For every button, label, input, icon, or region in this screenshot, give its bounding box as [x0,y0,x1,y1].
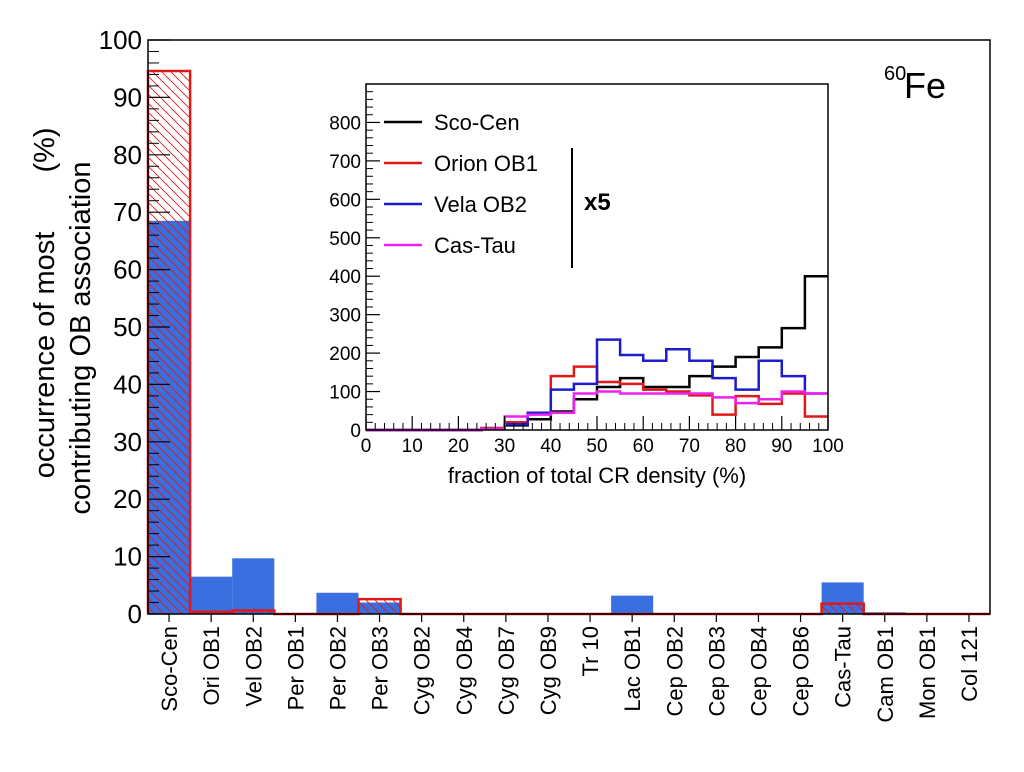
y-tick-label: 80 [113,140,142,170]
inset-x-tick-label: 40 [540,436,561,457]
main-y-axis: 0 10 20 30 40 50 60 70 80 90 100 [99,25,170,629]
inset-plot: 0 100 200 300 400 500 600 700 800 0 10 20 30 40 50 60 7… [329,83,844,488]
inset-y-tick-label: 200 [329,344,361,365]
x-category-label: Cep OB3 [704,626,729,717]
inset-x-tick-label: 30 [494,436,515,457]
y-tick-label: 90 [113,82,142,112]
inset-y-tick-label: 700 [329,152,361,173]
inset-x-axis-label: fraction of total CR density (%) [448,463,746,488]
y-tick-label: 40 [113,369,142,399]
main-y-axis-label: occurrence of most contributing OB assoc… [29,127,97,514]
isotope-element: Fe [904,65,946,106]
red-hatched-bar [148,70,191,615]
x-category-label: Sco-Cen [157,626,182,712]
inset-x-tick-label: 90 [771,436,792,457]
y-label-line1: occurrence of most [29,232,61,479]
x-category-label: Cas-Tau [831,626,856,708]
blue-bar [232,558,275,614]
inset-legend: Sco-Cen Orion OB1 Vela OB2 Cas-Tau [384,110,538,258]
y-tick-label: 50 [113,312,142,342]
x-category-label: Cyg OB7 [494,626,519,715]
x-category-label: Cyg OB4 [452,626,477,715]
inset-y-tick-label: 300 [329,306,361,327]
red-hatched-bar [821,603,864,614]
inset-y-tick-label: 500 [329,229,361,250]
x-category-label: Cyg OB2 [410,626,435,715]
x-category-label: Cep OB2 [662,626,687,717]
main-bars [146,69,990,616]
x-category-label: Per OB2 [325,626,350,710]
inset-x-tick-label: 60 [633,436,654,457]
inset-y-tick-label: 600 [329,190,361,211]
inset-y-tick-label: 400 [329,267,361,288]
inset-x-tick-label: 70 [679,436,700,457]
isotope-mass: 60 [884,63,906,85]
blue-bar [190,576,233,614]
y-tick-label: 10 [113,542,142,572]
legend-entry: Vela OB2 [384,192,527,217]
y-tick-label: 60 [113,255,142,285]
legend-label: Sco-Cen [434,110,520,135]
blue-bar [611,595,654,614]
x-category-label: Cam OB1 [873,626,898,723]
main-x-axis: Sco-Cen Ori OB1 Vel OB2 Per OB1 Per OB2 Per O… [157,614,982,723]
legend-label: Orion OB1 [434,151,538,176]
red-hatched-bar [358,599,401,614]
x-category-label: Cep OB6 [789,626,814,717]
legend-label: Cas-Tau [434,233,516,258]
inset-x-tick-label: 80 [725,436,746,457]
x-category-label: Vel OB2 [241,626,266,707]
x-category-label: Col 121 [957,626,982,702]
red-hatched-bar [232,610,275,614]
inset-x-tick-label: 0 [361,436,372,457]
inset-y-tick-label: 100 [329,383,361,404]
scale-note: x5 [584,189,611,216]
inset-x-tick-label: 10 [402,436,423,457]
inset-y-tick-label: 800 [329,113,361,134]
y-tick-label: 100 [99,25,142,55]
x-category-label: Mon OB1 [915,626,940,719]
legend-entry: Orion OB1 [384,151,538,176]
y-label-line2: contributing OB association [65,161,97,514]
y-tick-label: 30 [113,427,142,457]
legend-entry: Cas-Tau [384,233,516,258]
y-tick-label: 20 [113,484,142,514]
blue-bar [316,592,359,614]
x-category-label: Per OB3 [368,626,393,710]
inset-y-tick-label: 0 [350,421,361,442]
legend-label: Vela OB2 [434,192,527,217]
y-label-unit: (%) [29,127,61,172]
inset-x-tick-label: 100 [812,436,844,457]
inset-lines [366,274,828,432]
x-category-label: Ori OB1 [199,626,224,705]
y-tick-label: 0 [128,599,142,629]
inset-x-axis: 0 10 20 30 40 50 60 70 80 90 100 [361,416,844,457]
x-category-label: Cep OB4 [746,626,771,717]
x-category-label: Lac OB1 [620,626,645,712]
inset-x-tick-label: 20 [448,436,469,457]
x-category-label: Cyg OB9 [536,626,561,715]
x-category-label: Per OB1 [283,626,308,710]
isotope-label: 60 Fe [884,63,946,106]
inset-y-axis: 0 100 200 300 400 500 600 700 800 [329,91,380,442]
legend-entry: Sco-Cen [384,110,520,135]
x-category-label: Tr 10 [578,626,603,677]
y-tick-label: 70 [113,197,142,227]
inset-x-tick-label: 50 [586,436,607,457]
